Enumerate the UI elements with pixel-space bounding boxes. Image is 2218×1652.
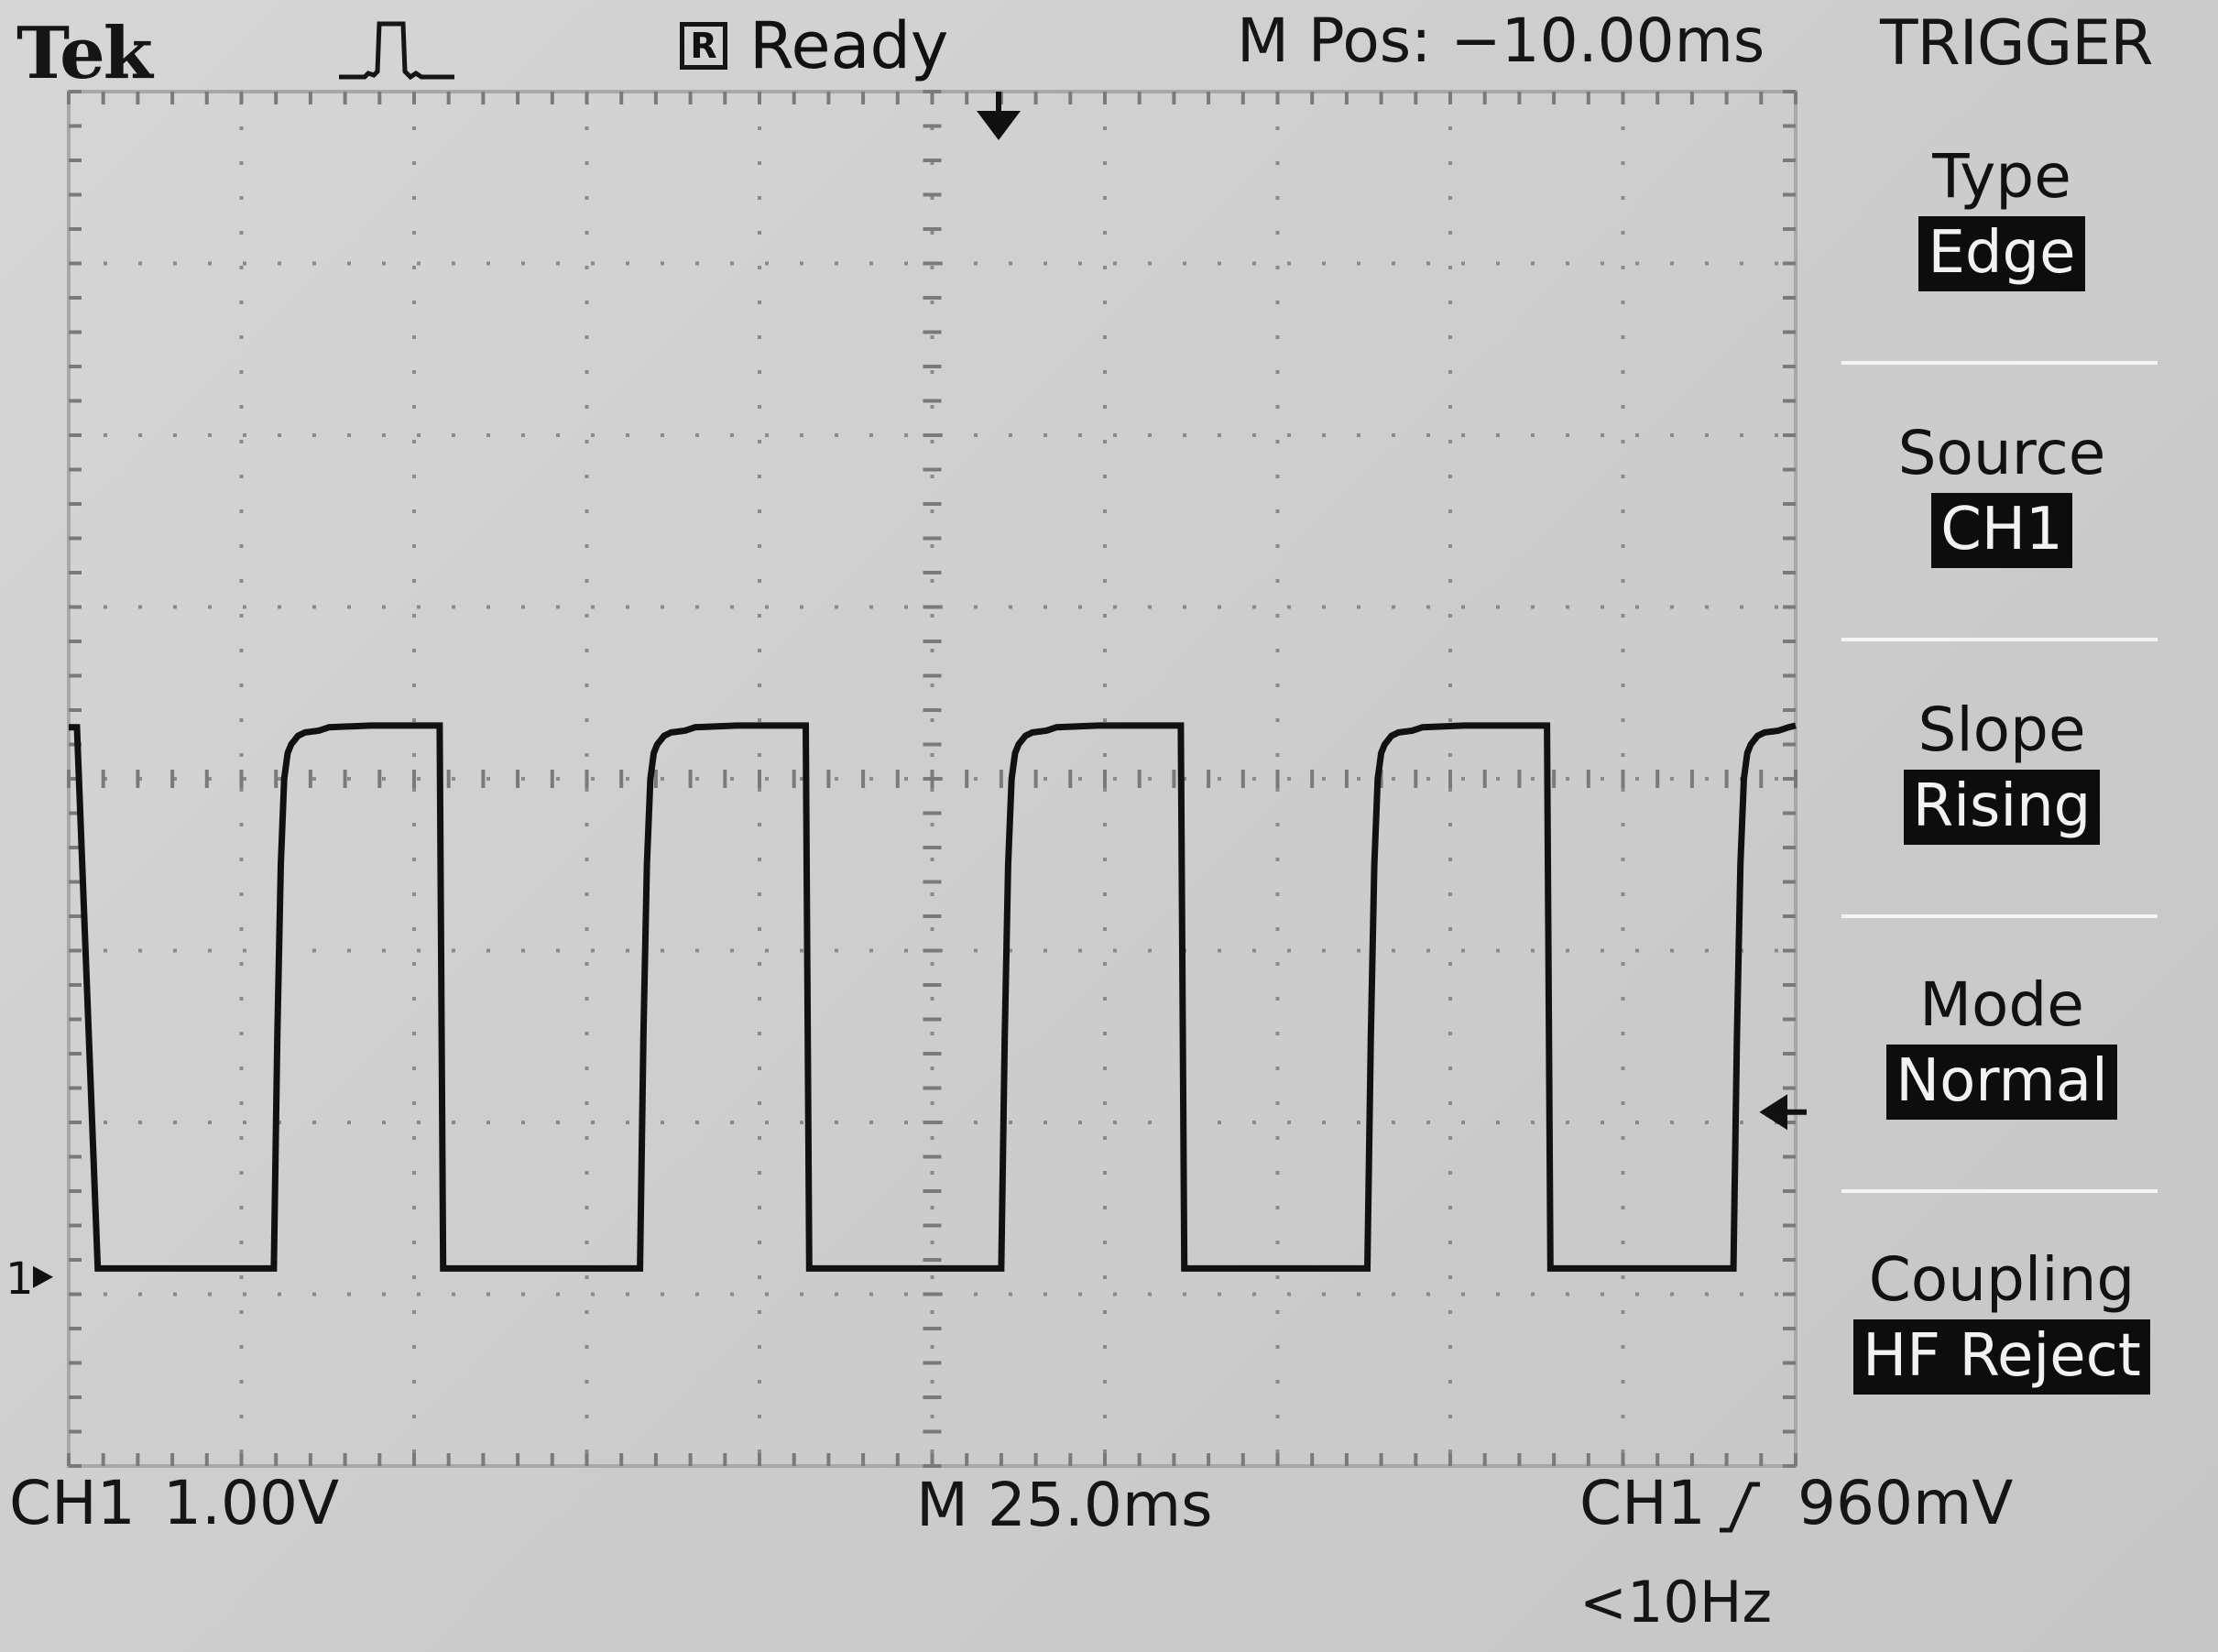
main-position-readout: M Pos: −10.00ms [1237,5,1765,76]
markers: 1 [5,92,1807,1305]
menu-divider [1841,914,2158,918]
menu-divider [1841,638,2158,641]
menu-label-slope: Slope [1918,695,2086,765]
menu-value-slope: Rising [1903,770,2101,845]
menu-label-mode: Mode [1919,969,2084,1040]
menu-item-coupling[interactable]: Coupling HF Reject [1823,1250,2180,1395]
menu-item-mode[interactable]: Mode Normal [1823,975,2180,1120]
trigger-level-readout: 960mV [1797,1468,2014,1538]
menu-divider [1841,1189,2158,1193]
timebase-readout: M 25.0ms [916,1470,1213,1540]
menu-value-coupling: HF Reject [1853,1319,2150,1395]
trigger-level-arrow-icon [1759,1094,1807,1131]
single-pulse-icon [339,21,454,81]
menu-label-source: Source [1897,418,2106,488]
channel-label: CH1 [9,1468,136,1538]
menu-divider [1841,361,2158,365]
menu-item-source[interactable]: Source CH1 [1823,423,2180,568]
menu-item-slope[interactable]: Slope Rising [1823,700,2180,845]
menu-item-type[interactable]: Type Edge [1823,147,2180,291]
acquisition-status: R Ready [680,8,949,83]
trigger-source-readout: CH1 [1579,1468,1706,1538]
trigger-frequency-readout: <10Hz [1579,1569,1773,1636]
menu-value-source: CH1 [1931,493,2072,568]
brand-logo: Tek [16,12,153,95]
menu-value-mode: Normal [1886,1045,2117,1120]
run-state-badge: R [680,22,727,70]
ch1-trace [69,722,1797,1272]
run-state-text: Ready [749,8,949,83]
channel-scale-readout: 1.00V [163,1468,340,1538]
channel-ground-label: 1 [5,1253,34,1305]
menu-label-coupling: Coupling [1868,1244,2136,1315]
channel-ground-arrow-icon [33,1265,53,1288]
menu-title: TRIGGER [1880,7,2153,80]
menu-label-type: Type [1932,141,2071,212]
trigger-position-arrow-icon [977,92,1021,140]
menu-value-type: Edge [1918,216,2085,291]
graticule [67,90,1797,1468]
rising-edge-icon [1720,1482,1760,1533]
